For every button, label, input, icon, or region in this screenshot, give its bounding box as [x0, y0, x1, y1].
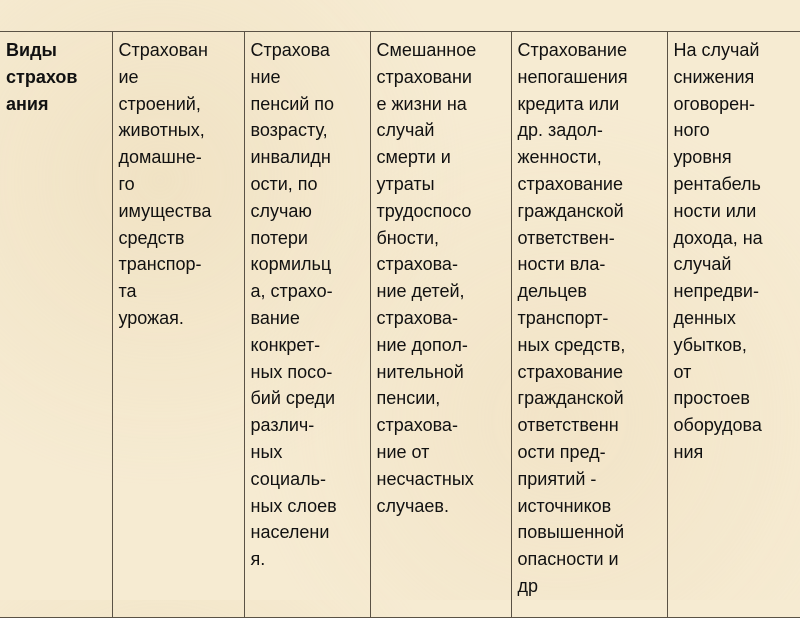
cell-life-insurance: Смешанное страховани е жизни на случай с… [369, 31, 512, 618]
insurance-types-table: Виды страхов ания Страхован ие строений,… [0, 31, 800, 618]
table-row: Виды страхов ания Страхован ие строений,… [0, 31, 800, 618]
cell-liability-insurance: Страхование непогашения кредита или др. … [510, 31, 668, 618]
cell-income-loss-insurance: На случай снижения оговорен- ного уровня… [666, 31, 800, 618]
cell-pension-insurance: Страхова ние пенсий по возрасту, инвалид… [243, 31, 371, 618]
cell-property-insurance: Страхован ие строений, животных, домашне… [111, 31, 245, 618]
header-cell-insurance-types: Виды страхов ания [0, 31, 113, 618]
